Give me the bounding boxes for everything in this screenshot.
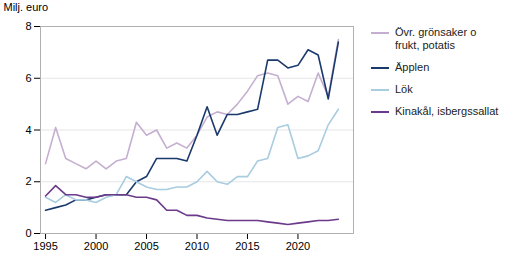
svg-text:8: 8 bbox=[25, 20, 31, 32]
html-text:Äpplen: Äpplen bbox=[395, 61, 430, 73]
svg-text:2000: 2000 bbox=[84, 240, 108, 252]
html-text:Övr. grönsaker o frukt, potati: Övr. grönsaker o frukt, potatis bbox=[395, 26, 477, 51]
svg-text:2005: 2005 bbox=[134, 240, 158, 252]
html-text:Kinakål, isbergssallat: Kinakål, isbergssallat bbox=[395, 105, 499, 117]
svg-text:0: 0 bbox=[25, 227, 31, 239]
svg-text:2020: 2020 bbox=[286, 240, 310, 252]
svg-text:1995: 1995 bbox=[33, 240, 57, 252]
svg-text:2: 2 bbox=[25, 175, 31, 187]
svg-text:4: 4 bbox=[25, 124, 31, 136]
svg-text:6: 6 bbox=[25, 72, 31, 84]
svg-text:Milj. euro: Milj. euro bbox=[4, 1, 49, 13]
svg-text:2010: 2010 bbox=[185, 240, 209, 252]
svg-text:2015: 2015 bbox=[235, 240, 259, 252]
html-text:Lök: Lök bbox=[395, 83, 413, 95]
